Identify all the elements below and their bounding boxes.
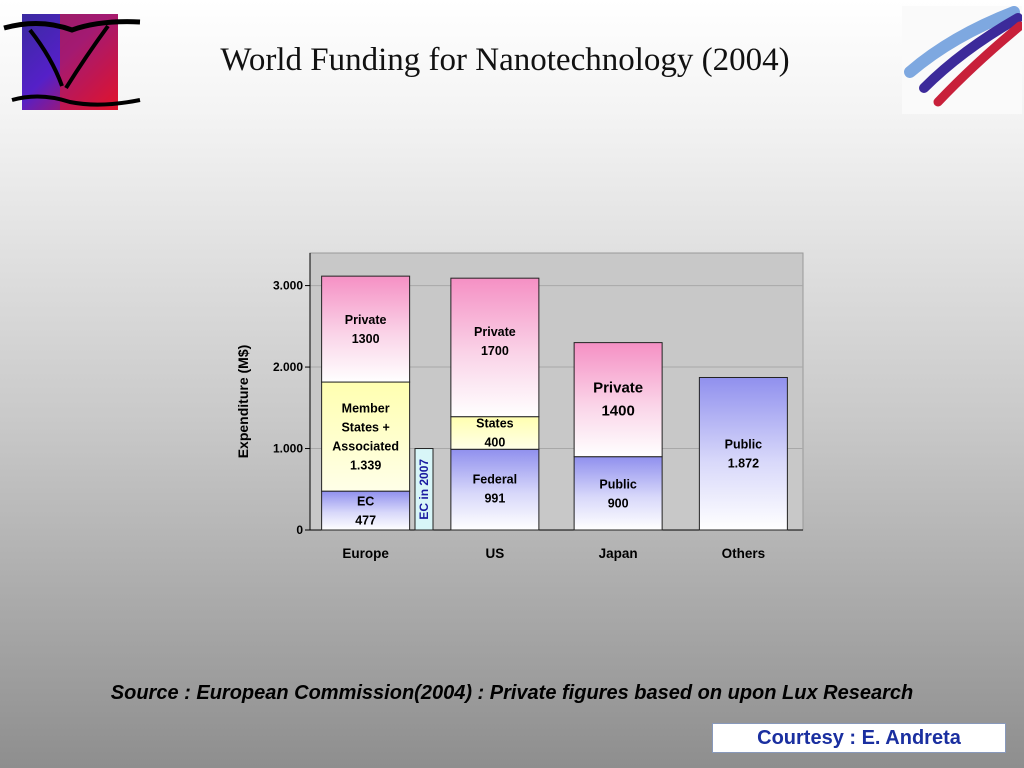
segment-data-label: Private	[474, 325, 516, 339]
slide-title: World Funding for Nanotechnology (2004)	[220, 42, 790, 78]
bar-segment	[450, 416, 540, 450]
segment-data-label: Federal	[473, 472, 517, 486]
left-logo	[0, 8, 145, 116]
bar-segment	[321, 381, 411, 492]
courtesy-badge: Courtesy : E. Andreta	[712, 723, 1006, 753]
y-tick-label: 2.000	[273, 360, 303, 374]
y-tick-label: 0	[296, 523, 303, 537]
bar-segment	[450, 448, 540, 531]
segment-data-label: Private	[345, 313, 387, 327]
y-tick-label: 3.000	[273, 279, 303, 293]
segment-data-label: 1400	[601, 403, 634, 420]
ec-2007-label: EC in 2007	[417, 459, 431, 520]
bar-segment	[450, 277, 540, 418]
bar-segment	[321, 490, 411, 531]
segment-data-label: 1300	[352, 332, 380, 346]
segment-data-label: 477	[355, 513, 376, 527]
segment-data-label: EC	[357, 494, 374, 508]
bar-segment	[573, 456, 663, 531]
segment-data-label: States +	[341, 420, 389, 434]
bar-segment	[698, 376, 788, 531]
segment-data-label: States	[476, 417, 514, 431]
bar-segment	[573, 342, 663, 458]
right-logo	[902, 6, 1024, 114]
x-category-label: Europe	[342, 546, 389, 561]
segment-data-label: Public	[725, 437, 763, 451]
segment-data-label: 900	[608, 497, 629, 511]
segment-data-label: 1.872	[728, 456, 759, 470]
segment-data-label: 991	[484, 491, 505, 505]
segment-data-label: Private	[593, 380, 643, 397]
y-tick-label: 1.000	[273, 442, 303, 456]
segment-data-label: 400	[484, 436, 505, 450]
segment-data-label: 1.339	[350, 458, 381, 472]
x-category-label: US	[485, 546, 504, 561]
x-category-label: Japan	[599, 546, 638, 561]
y-axis-label: Expenditure (M$)	[235, 345, 251, 459]
bar-segment	[321, 275, 411, 383]
segment-data-label: Member	[342, 401, 390, 415]
segment-data-label: Public	[599, 478, 637, 492]
ec-2007-bar	[414, 448, 434, 531]
segment-data-label: 1700	[481, 344, 509, 358]
source-note: Source : European Commission(2004) : Pri…	[110, 682, 914, 704]
x-category-label: Others	[722, 546, 766, 561]
segment-data-label: Associated	[332, 439, 399, 453]
